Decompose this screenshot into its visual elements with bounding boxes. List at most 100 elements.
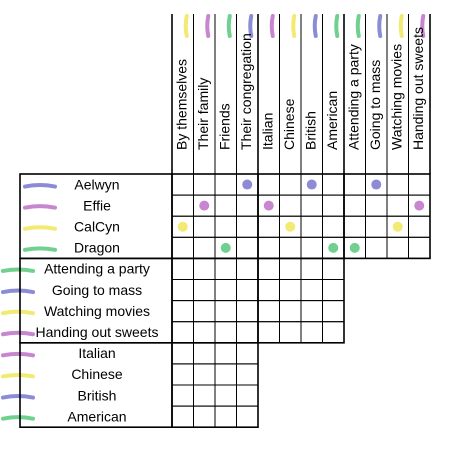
column-label: Handing out sweets — [410, 27, 426, 150]
grid-cell — [236, 405, 259, 428]
grid-cell — [322, 215, 345, 238]
column-label: Going to mass — [367, 60, 383, 150]
grid-cell — [171, 173, 194, 196]
grid-cell — [193, 321, 216, 344]
grid-cell — [257, 300, 280, 323]
row-label: Italian — [78, 345, 115, 361]
row-label: Effie — [83, 197, 111, 213]
grid-cell — [343, 173, 366, 196]
grid-cell — [279, 173, 302, 196]
grid-cell — [300, 321, 323, 344]
highlight-squiggle — [269, 14, 275, 38]
grid-cell — [408, 215, 431, 238]
column-label: British — [302, 111, 318, 150]
column-label: Friends — [216, 103, 232, 150]
highlight-squiggle — [1, 372, 35, 379]
grid-cell — [257, 257, 280, 280]
highlight-squiggle — [1, 415, 35, 421]
highlight-dot — [263, 200, 274, 211]
highlight-squiggle — [1, 288, 35, 295]
highlight-squiggle — [1, 394, 35, 400]
grid-cell — [300, 279, 323, 302]
highlight-dot — [199, 200, 210, 211]
grid-cell — [322, 257, 345, 280]
row-label: Attending a party — [44, 261, 150, 277]
grid-cell — [257, 215, 280, 238]
column-label: American — [324, 91, 340, 150]
grid-cell — [408, 236, 431, 259]
highlight-squiggle — [1, 330, 35, 337]
grid-cell — [193, 363, 216, 386]
grid-cell — [214, 363, 237, 386]
grid-cell — [408, 173, 431, 196]
grid-cell — [279, 194, 302, 217]
highlight-dot — [220, 242, 231, 253]
grid-cell — [171, 321, 194, 344]
grid-cell — [193, 173, 216, 196]
highlight-dot — [177, 221, 188, 232]
grid-cell — [343, 215, 366, 238]
highlight-squiggle — [23, 204, 57, 210]
grid-cell — [279, 321, 302, 344]
row-label: Going to mass — [52, 282, 142, 298]
row-label: Chinese — [71, 366, 123, 382]
grid-cell — [214, 194, 237, 217]
grid-cell — [171, 236, 194, 259]
grid-cell — [236, 300, 259, 323]
row-label: Handing out sweets — [36, 324, 159, 340]
highlight-squiggle — [355, 14, 361, 38]
column-label: By themselves — [173, 59, 189, 150]
grid-cell — [193, 279, 216, 302]
grid-cell — [193, 257, 216, 280]
grid-block — [257, 257, 345, 344]
grid-cell — [322, 279, 345, 302]
highlight-squiggle — [183, 14, 189, 38]
highlight-dot — [414, 200, 425, 211]
row-label: Watching movies — [44, 303, 150, 319]
grid-cell — [236, 342, 259, 365]
grid-cell — [236, 194, 259, 217]
grid-cell — [322, 300, 345, 323]
grid-cell — [171, 300, 194, 323]
highlight-squiggle — [23, 183, 57, 189]
row-label: British — [78, 387, 117, 403]
grid-block — [171, 341, 259, 428]
column-label: Watching movies — [388, 44, 404, 150]
grid-cell — [171, 363, 194, 386]
highlight-squiggle — [1, 267, 35, 273]
grid-cell — [214, 215, 237, 238]
grid-cell — [300, 257, 323, 280]
grid-cell — [279, 236, 302, 259]
highlight-squiggle — [23, 246, 57, 252]
grid-cell — [236, 215, 259, 238]
grid-cell — [343, 194, 366, 217]
highlight-dot — [306, 179, 317, 190]
highlight-dot — [285, 221, 296, 232]
grid-cell — [236, 321, 259, 344]
grid-cell — [193, 215, 216, 238]
grid-cell — [279, 257, 302, 280]
grid-cell — [365, 194, 388, 217]
grid-cell — [214, 173, 237, 196]
grid-cell — [236, 363, 259, 386]
highlight-squiggle — [377, 14, 383, 38]
highlight-squiggle — [248, 14, 254, 38]
grid-cell — [236, 257, 259, 280]
grid-cell — [171, 405, 194, 428]
grid-cell — [257, 321, 280, 344]
highlight-dot — [349, 242, 360, 253]
row-label: Dragon — [74, 240, 120, 256]
highlight-dot — [371, 179, 382, 190]
grid-cell — [236, 236, 259, 259]
highlight-squiggle — [1, 309, 35, 316]
grid-cell — [322, 173, 345, 196]
grid-cell — [214, 300, 237, 323]
grid-cell — [214, 405, 237, 428]
grid-cell — [257, 173, 280, 196]
row-label: Aelwyn — [74, 176, 119, 192]
grid-cell — [193, 300, 216, 323]
highlight-squiggle — [398, 14, 404, 38]
column-label: Their family — [195, 78, 211, 150]
grid-cell — [300, 236, 323, 259]
